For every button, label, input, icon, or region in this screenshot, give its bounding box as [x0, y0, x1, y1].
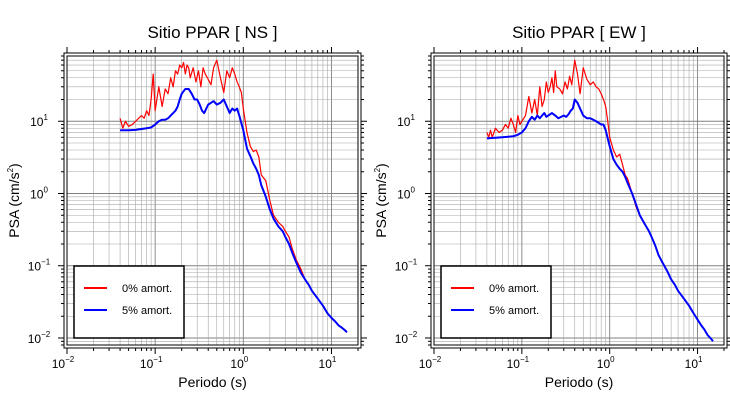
legend-box — [73, 265, 185, 339]
series-line-damped — [120, 87, 348, 334]
x-tick-label: 100 — [597, 355, 615, 371]
x-tick-label: 101 — [319, 355, 337, 371]
series-line-damped — [486, 98, 714, 342]
legend: 0% amort. 5% amort. — [440, 265, 552, 339]
legend-label: 0% amort. — [122, 283, 172, 295]
y-tick-label: 101 — [30, 113, 48, 129]
axis-ticks — [425, 47, 730, 354]
chart-title: Sitio PPAR [ NS ] — [147, 23, 277, 42]
y-tick-label: 10−1 — [395, 258, 418, 274]
x-tick-label: 10−2 — [52, 355, 75, 371]
chart-ns: 10−2 10−1 100 101 10−2 10−1 100 101 Sitio PPAR [… — [6, 23, 367, 390]
series-line-undamped — [119, 59, 348, 333]
chart-ew: 10−2 10−1 100 101 10−2 10−1 100 101 Sitio PPAR [… — [373, 23, 730, 390]
x-tick-label: 100 — [230, 355, 248, 371]
x-tick-label: 10−1 — [140, 355, 163, 371]
y-tick-label: 10−1 — [28, 258, 51, 274]
y-tick-label: 100 — [30, 185, 48, 201]
chart-title: Sitio PPAR [ EW ] — [512, 23, 646, 42]
y-tick-label: 101 — [397, 113, 415, 129]
axis-ticks — [58, 47, 367, 354]
y-axis-label: PSA (cm/s2) — [6, 163, 22, 237]
legend-label: 0% amort. — [489, 283, 539, 295]
y-tick-label: 100 — [397, 185, 415, 201]
x-tick-label: 10−2 — [419, 355, 442, 371]
y-axis-label: PSA (cm/s2) — [373, 163, 389, 237]
x-axis-label: Periodo (s) — [178, 374, 246, 390]
y-tick-label: 10−2 — [395, 330, 418, 346]
x-tick-label: 10−1 — [507, 355, 530, 371]
x-axis-label: Periodo (s) — [545, 374, 613, 390]
legend: 0% amort. 5% amort. — [73, 265, 185, 339]
plot-frame — [433, 55, 725, 346]
y-tick-label: 10−2 — [28, 330, 51, 346]
legend-label: 5% amort. — [489, 305, 539, 317]
legend-box — [440, 265, 552, 339]
legend-label: 5% amort. — [122, 305, 172, 317]
plot-frame — [66, 55, 359, 346]
x-tick-label: 101 — [685, 355, 703, 371]
